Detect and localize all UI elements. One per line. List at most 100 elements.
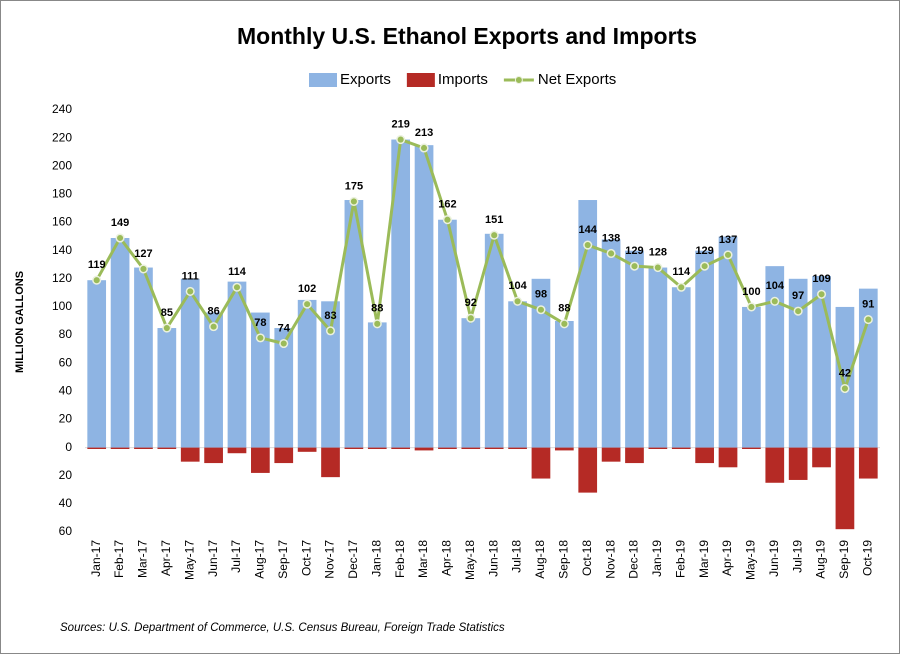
net-marker <box>583 240 593 250</box>
net-marker <box>793 306 803 316</box>
data-label: 109 <box>812 273 830 285</box>
data-label: 85 <box>161 307 173 319</box>
net-marker <box>653 262 663 273</box>
x-tick-label: Jun-19 <box>767 540 781 577</box>
net-marker <box>466 313 476 323</box>
x-tick-label: Dec-18 <box>627 540 641 579</box>
bar <box>531 447 551 479</box>
bar <box>391 139 411 448</box>
data-label: 114 <box>228 266 247 278</box>
y-tick-label: 60 <box>59 355 73 369</box>
data-label: 42 <box>839 367 851 379</box>
bar <box>858 447 878 479</box>
data-label: 149 <box>111 217 129 229</box>
bar <box>601 239 621 448</box>
x-tick-label: May-17 <box>182 540 196 580</box>
bar <box>671 287 691 448</box>
net-marker <box>115 233 125 243</box>
y-tick-label: 80 <box>59 327 73 341</box>
x-tick-label: Jan-17 <box>89 540 103 577</box>
legend-label: Imports <box>438 71 488 88</box>
bar <box>414 447 434 451</box>
data-label: 86 <box>207 306 219 318</box>
y-tick-label: 120 <box>52 271 72 285</box>
bar <box>274 447 294 464</box>
net-marker <box>349 196 359 206</box>
net-marker <box>723 250 733 260</box>
net-marker <box>606 248 616 259</box>
y-tick-label: 20 <box>59 468 73 482</box>
bar <box>87 280 107 448</box>
bar <box>531 278 551 448</box>
bar <box>391 447 411 450</box>
bar <box>274 328 294 448</box>
y-tick-label: 220 <box>52 130 72 144</box>
bar <box>134 267 153 448</box>
data-label: 128 <box>649 246 667 258</box>
y-tick-label: 40 <box>59 384 73 398</box>
data-label: 151 <box>485 214 503 226</box>
data-label: 104 <box>508 280 527 292</box>
legend-swatch <box>309 73 337 87</box>
net-marker <box>536 305 546 315</box>
bar <box>344 447 364 450</box>
x-tick-label: Jun-17 <box>206 540 220 577</box>
bar <box>438 219 457 448</box>
bar <box>625 250 644 448</box>
x-tick-label: Aug-18 <box>533 540 547 579</box>
net-marker <box>629 261 640 271</box>
source-note: Sources: U.S. Department of Commerce, U.… <box>60 622 505 634</box>
bar <box>134 447 153 450</box>
data-label: 100 <box>742 286 760 298</box>
bar <box>835 306 855 448</box>
bar <box>718 236 738 448</box>
data-label: 175 <box>345 180 363 192</box>
x-tick-label: Feb-17 <box>112 540 126 578</box>
net-marker <box>419 143 429 153</box>
x-tick-label: Oct-18 <box>580 540 594 576</box>
net-marker <box>746 302 756 312</box>
y-tick-label: 180 <box>52 187 72 201</box>
y-tick-label: 200 <box>52 158 72 172</box>
bar <box>251 312 270 448</box>
bar <box>414 145 434 448</box>
y-axis-title: MILLION GALLONS <box>14 271 26 373</box>
data-label: 138 <box>602 232 620 244</box>
net-line <box>95 137 870 394</box>
bar <box>204 312 223 448</box>
x-tick-label: Jun-18 <box>486 540 500 577</box>
bar <box>180 278 200 448</box>
bar <box>461 318 481 448</box>
net-marker <box>442 215 452 225</box>
x-tick-label: Dec-17 <box>346 540 360 579</box>
y-tick-label: 160 <box>52 215 72 229</box>
x-tick-label: Nov-18 <box>603 540 617 579</box>
legend-swatch <box>406 73 435 87</box>
bar <box>87 447 107 450</box>
net-marker <box>770 296 780 306</box>
bar <box>321 301 340 448</box>
x-tick-label: Sep-18 <box>557 540 571 579</box>
net-marker <box>138 264 149 274</box>
y-tick-label: 100 <box>52 299 72 313</box>
net-marker <box>185 286 195 297</box>
bar <box>367 447 387 450</box>
x-tick-label: Jul-17 <box>229 540 243 573</box>
bar <box>671 447 691 450</box>
net-marker <box>302 299 312 309</box>
chart-title: Monthly U.S. Ethanol Exports and Imports <box>237 23 697 49</box>
bar <box>648 267 668 448</box>
bar <box>344 200 364 448</box>
x-tick-label: Oct-17 <box>299 540 313 576</box>
bar <box>508 447 527 450</box>
x-tick-label: Jul-19 <box>790 540 804 573</box>
x-tick-label: Jan-18 <box>369 540 383 577</box>
data-label: 219 <box>391 118 409 130</box>
net-marker <box>863 315 873 325</box>
x-tick-label: Jul-18 <box>510 540 524 573</box>
bar <box>695 250 714 448</box>
x-tick-label: Feb-18 <box>393 540 407 578</box>
legend-label: Exports <box>340 71 391 88</box>
bar <box>601 447 621 462</box>
